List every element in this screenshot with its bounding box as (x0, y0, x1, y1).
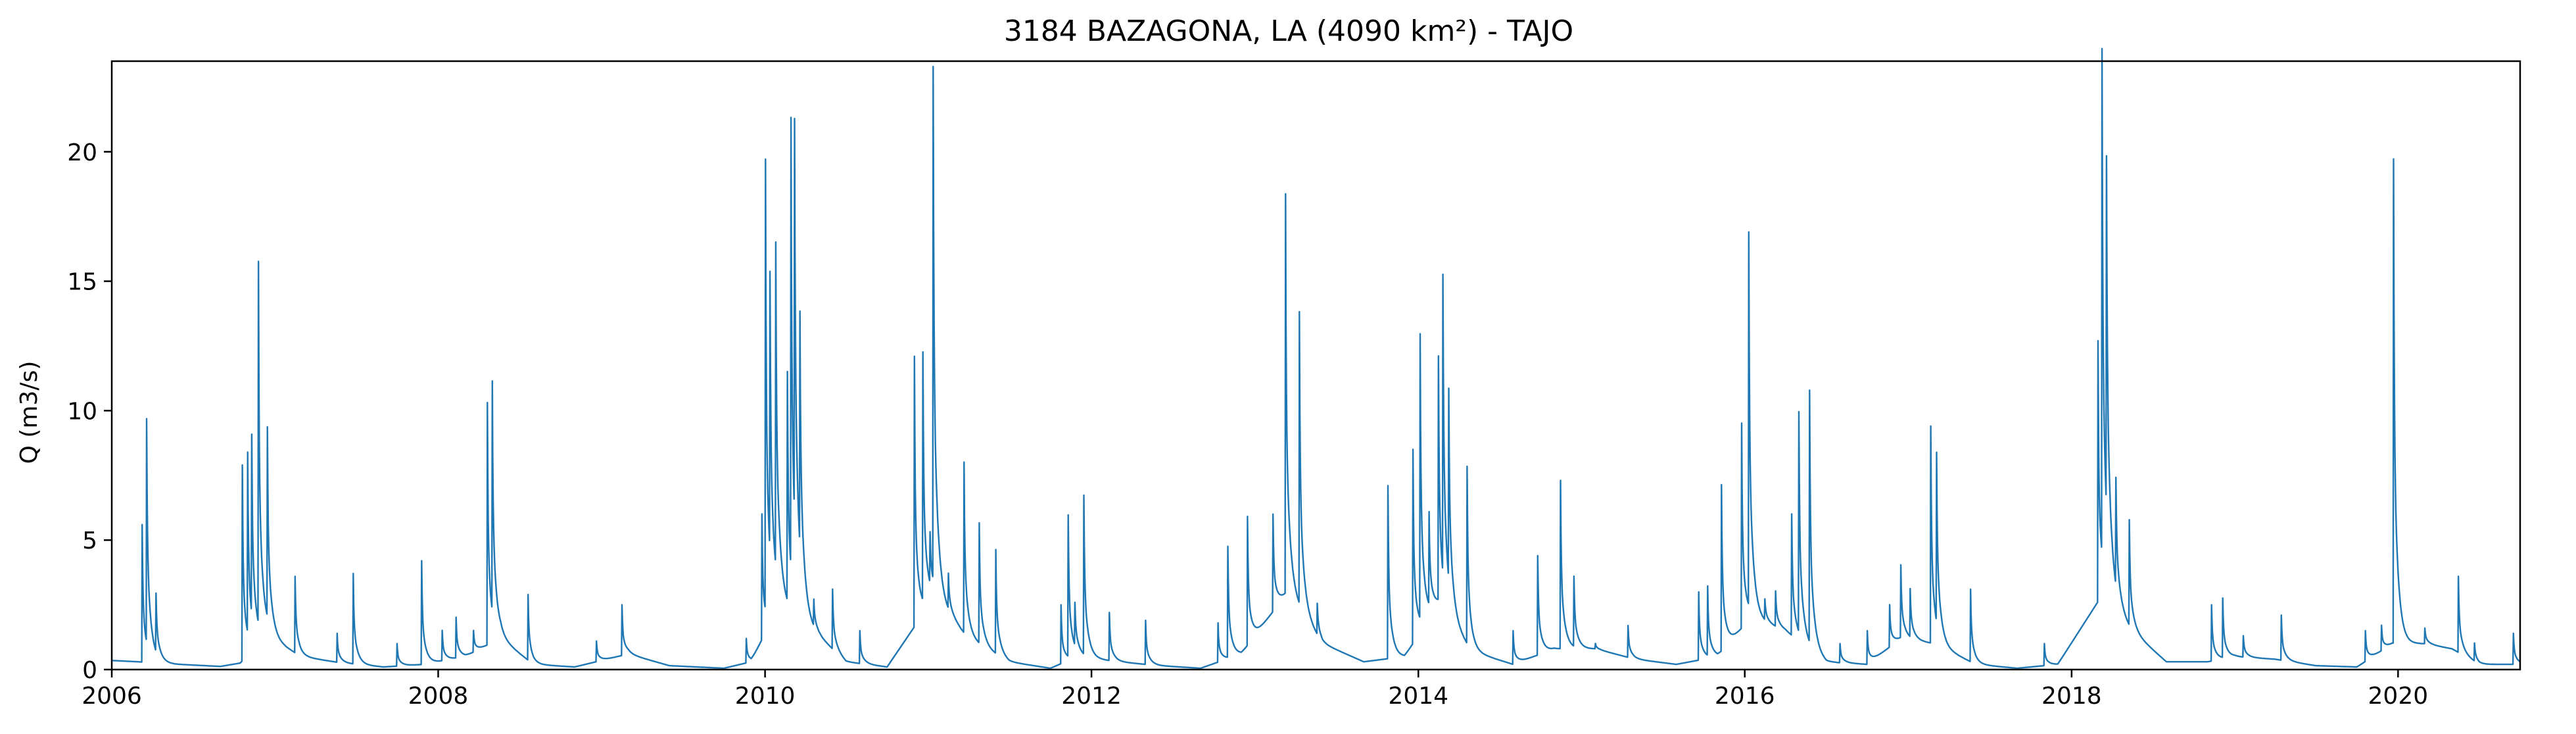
y-tick-label: 15 (67, 269, 97, 296)
x-tick-label: 2008 (408, 683, 469, 710)
y-tick-label: 20 (67, 139, 97, 166)
x-tick-label: 2006 (82, 683, 142, 710)
y-axis-label: Q (m3/s) (16, 361, 43, 464)
y-tick-label: 5 (82, 527, 97, 554)
x-tick-label: 2012 (1061, 683, 1122, 710)
x-tick-label: 2016 (1715, 683, 1775, 710)
x-tick-label: 2018 (2041, 683, 2102, 710)
series-layer (112, 49, 2520, 668)
plot-frame (112, 61, 2520, 670)
series-line-q (112, 49, 2520, 668)
chart-title: 3184 BAZAGONA, LA (4090 km²) - TAJO (1004, 14, 1573, 48)
x-tick-label: 2010 (735, 683, 796, 710)
y-tick-label: 0 (82, 657, 97, 684)
x-tick-label: 2014 (1388, 683, 1448, 710)
x-tick-label: 2020 (2368, 683, 2429, 710)
y-tick-label: 10 (67, 398, 97, 425)
